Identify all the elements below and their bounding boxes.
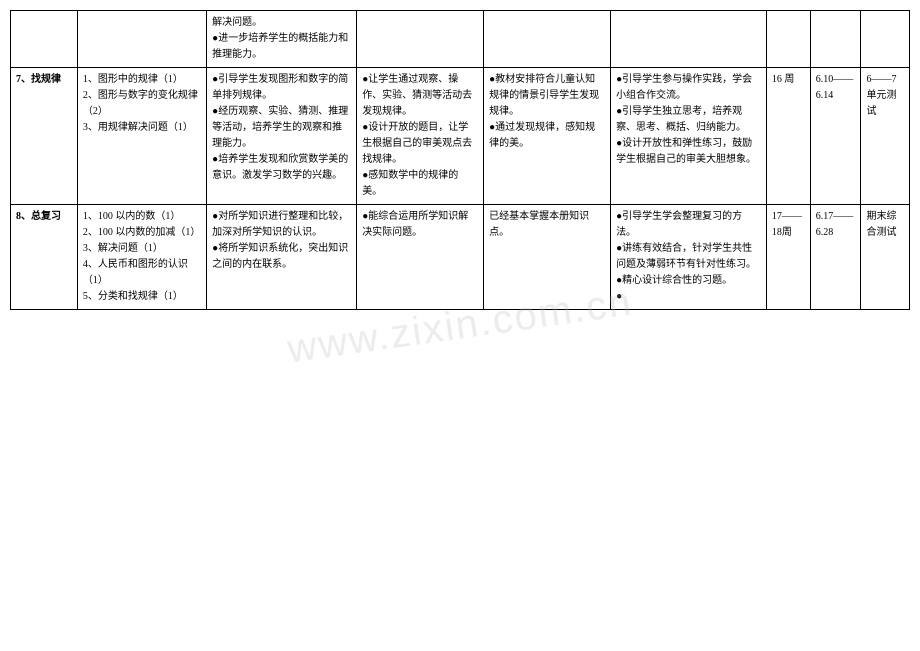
table-row: 解决问题。●进一步培养学生的概括能力和推理能力。 xyxy=(11,11,910,68)
table-cell: ●让学生通过观察、操作、实验、猜测等活动去发现规律。●设计开放的题目，让学生根据… xyxy=(357,68,484,205)
cell-line: ● xyxy=(616,289,761,305)
cell-line: 期末综合测试 xyxy=(866,209,904,241)
cell-line: 8、总复习 xyxy=(16,209,72,225)
cell-line: ●经历观察、实验、猜测、推理等活动，培养学生的观察和推理能力。 xyxy=(212,104,351,152)
table-cell: 期末综合测试 xyxy=(861,205,910,310)
table-cell: ●引导学生参与操作实践，学会小组合作交流。●引导学生独立思考，培养观察、思考、概… xyxy=(611,68,767,205)
lesson-plan-table: 解决问题。●进一步培养学生的概括能力和推理能力。 7、找规律 1、图形中的规律（1）… xyxy=(10,10,910,310)
table-cell xyxy=(484,11,611,68)
table-cell xyxy=(766,11,810,68)
cell-line: 1、图形中的规律（1） xyxy=(83,72,201,88)
table-cell xyxy=(77,11,206,68)
table-cell: 7、找规律 xyxy=(11,68,78,205)
table-cell xyxy=(11,11,78,68)
table-cell xyxy=(861,11,910,68)
cell-line: 已经基本掌握本册知识点。 xyxy=(489,209,605,241)
cell-line: 解决问题。 xyxy=(212,15,351,31)
cell-line: ●进一步培养学生的概括能力和推理能力。 xyxy=(212,31,351,63)
cell-line: ●培养学生发现和欣赏数学美的意识。激发学习数学的兴趣。 xyxy=(212,152,351,184)
table-cell: ●能综合运用所学知识解决实际问题。 xyxy=(357,205,484,310)
cell-line: ●引导学生学会整理复习的方法。 xyxy=(616,209,761,241)
table-cell xyxy=(810,11,861,68)
table-cell: ●引导学生学会整理复习的方法。●讲练有效结合，针对学生共性问题及薄弱环节有针对性… xyxy=(611,205,767,310)
cell-line: ●教材安排符合儿童认知规律的情景引导学生发现规律。 xyxy=(489,72,605,120)
cell-line: 17——18周 xyxy=(772,209,805,241)
cell-line: ●设计开放性和弹性练习，鼓励学生根据自己的审美大胆想象。 xyxy=(616,136,761,168)
table-cell: 17——18周 xyxy=(766,205,810,310)
table-cell: 1、100 以内的数（1）2、100 以内数的加减（1）3、解决问题（1）4、人… xyxy=(77,205,206,310)
cell-line: 2、图形与数字的变化规律（2） xyxy=(83,88,201,120)
table-row: 8、总复习 1、100 以内的数（1）2、100 以内数的加减（1）3、解决问题（… xyxy=(11,205,910,310)
table-cell: 6.10——6.14 xyxy=(810,68,861,205)
cell-line: ●对所学知识进行整理和比较，加深对所学知识的认识。 xyxy=(212,209,351,241)
cell-line: ●引导学生参与操作实践，学会小组合作交流。 xyxy=(616,72,761,104)
table-cell: 6——7单元测试 xyxy=(861,68,910,205)
cell-line: 1、100 以内的数（1） xyxy=(83,209,201,225)
cell-line: ●感知数学中的规律的美。 xyxy=(362,168,478,200)
cell-line: 3、用规律解决问题（1） xyxy=(83,120,201,136)
table-cell: ●对所学知识进行整理和比较，加深对所学知识的认识。●将所学知识系统化，突出知识之… xyxy=(207,205,357,310)
cell-line: ●设计开放的题目，让学生根据自己的审美观点去找规律。 xyxy=(362,120,478,168)
cell-line: ●讲练有效结合，针对学生共性问题及薄弱环节有针对性练习。 xyxy=(616,241,761,273)
table-cell xyxy=(357,11,484,68)
cell-line: 7、找规律 xyxy=(16,72,72,88)
table-cell xyxy=(611,11,767,68)
cell-line: ●通过发现规律，感知规律的美。 xyxy=(489,120,605,152)
cell-line: ●将所学知识系统化，突出知识之间的内在联系。 xyxy=(212,241,351,273)
table-row: 7、找规律 1、图形中的规律（1）2、图形与数字的变化规律（2）3、用规律解决问题… xyxy=(11,68,910,205)
cell-line: ●引导学生独立思考，培养观察、思考、概括、归纳能力。 xyxy=(616,104,761,136)
cell-line: ●让学生通过观察、操作、实验、猜测等活动去发现规律。 xyxy=(362,72,478,120)
table-cell: 8、总复习 xyxy=(11,205,78,310)
cell-line: 2、100 以内数的加减（1） xyxy=(83,225,201,241)
cell-line: 3、解决问题（1） xyxy=(83,241,201,257)
cell-line: 6——7单元测试 xyxy=(866,72,904,120)
table-cell: ●教材安排符合儿童认知规律的情景引导学生发现规律。●通过发现规律，感知规律的美。 xyxy=(484,68,611,205)
cell-line: 6.17——6.28 xyxy=(816,209,856,241)
cell-line: 6.10——6.14 xyxy=(816,72,856,104)
table-cell: ●引导学生发现图形和数字的简单排列规律。●经历观察、实验、猜测、推理等活动，培养… xyxy=(207,68,357,205)
table-cell: 6.17——6.28 xyxy=(810,205,861,310)
table-cell: 已经基本掌握本册知识点。 xyxy=(484,205,611,310)
cell-line: 16 周 xyxy=(772,72,805,88)
cell-line: 4、人民币和图形的认识（1） xyxy=(83,257,201,289)
table-cell: 1、图形中的规律（1）2、图形与数字的变化规律（2）3、用规律解决问题（1） xyxy=(77,68,206,205)
cell-line: 5、分类和找规律（1） xyxy=(83,289,201,305)
cell-line: ●能综合运用所学知识解决实际问题。 xyxy=(362,209,478,241)
table-cell: 16 周 xyxy=(766,68,810,205)
cell-line: ●引导学生发现图形和数字的简单排列规律。 xyxy=(212,72,351,104)
table-cell: 解决问题。●进一步培养学生的概括能力和推理能力。 xyxy=(207,11,357,68)
cell-line: ●精心设计综合性的习题。 xyxy=(616,273,761,289)
